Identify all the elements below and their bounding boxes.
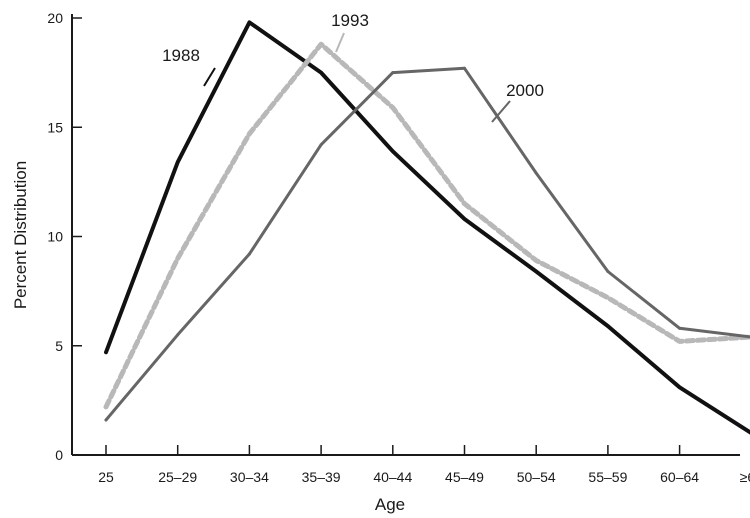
series-label-leader bbox=[203, 67, 216, 87]
series-point-2000 bbox=[534, 171, 538, 175]
series-point-1988 bbox=[606, 324, 610, 328]
series-point-2000 bbox=[463, 66, 466, 70]
series-label-2000: 2000 bbox=[506, 81, 544, 100]
series-label-leader bbox=[335, 32, 345, 53]
y-tick-label: 15 bbox=[47, 119, 63, 135]
series-labels: 1988 1993 2000 bbox=[162, 11, 544, 123]
series-point-1988 bbox=[319, 71, 323, 75]
series-point-1993 bbox=[463, 202, 466, 206]
series-label-leader bbox=[491, 100, 511, 123]
x-tick-label: ≥65 bbox=[740, 469, 750, 485]
y-tick-label: 20 bbox=[47, 10, 63, 26]
x-tick-label: 45–49 bbox=[445, 469, 484, 485]
series-point-1993 bbox=[247, 132, 251, 136]
series-label-1988: 1988 bbox=[162, 46, 200, 65]
series-point-1993 bbox=[104, 405, 108, 409]
series-point-1993 bbox=[319, 42, 323, 46]
series-point-1988 bbox=[534, 269, 538, 273]
x-tick-label: 60–64 bbox=[660, 469, 699, 485]
series-point-1988 bbox=[678, 385, 682, 389]
y-tick-label: 5 bbox=[55, 338, 63, 354]
series-point-2000 bbox=[606, 269, 610, 273]
series-line-1993 bbox=[103, 41, 750, 410]
series-point-1988 bbox=[463, 217, 466, 221]
y-tick-label: 0 bbox=[55, 447, 63, 463]
x-axis-title: Age bbox=[375, 495, 405, 514]
series-point-1993 bbox=[606, 296, 610, 300]
series-point-2000 bbox=[391, 71, 395, 75]
series-point-1988 bbox=[247, 20, 251, 24]
x-tick-label: 30–34 bbox=[230, 469, 269, 485]
x-axis: 25 25–29 30–34 35–39 40–44 45–49 50–54 55–59 60–… bbox=[72, 445, 750, 514]
series-line-1988 bbox=[104, 20, 750, 435]
series-point-1993 bbox=[391, 106, 395, 110]
series-point-1988 bbox=[176, 160, 180, 164]
y-axis-title: Percent Distribution bbox=[11, 161, 30, 309]
series-point-1988 bbox=[104, 350, 108, 354]
series-point-2000 bbox=[678, 326, 682, 330]
y-tick-label: 10 bbox=[47, 229, 63, 245]
series-point-1993 bbox=[678, 339, 682, 343]
series-line-2000 bbox=[104, 66, 750, 422]
series-point-2000 bbox=[319, 143, 323, 147]
x-tick-label: 35–39 bbox=[302, 469, 341, 485]
series-layer bbox=[103, 20, 750, 435]
series-point-1993 bbox=[176, 256, 180, 260]
series-point-2000 bbox=[176, 333, 180, 337]
x-tick-label: 50–54 bbox=[517, 469, 556, 485]
x-tick-label: 25 bbox=[98, 469, 114, 485]
series-point-2000 bbox=[247, 252, 251, 256]
series-label-1993: 1993 bbox=[331, 11, 369, 30]
x-tick-label: 55–59 bbox=[588, 469, 627, 485]
series-point-2000 bbox=[104, 418, 108, 422]
x-tick-label: 25–29 bbox=[158, 469, 197, 485]
x-tick-label: 40–44 bbox=[373, 469, 412, 485]
y-axis: 0 5 10 15 20 Percent Distribution bbox=[11, 10, 82, 463]
series-point-1988 bbox=[391, 149, 395, 153]
series-point-1993 bbox=[534, 259, 538, 263]
